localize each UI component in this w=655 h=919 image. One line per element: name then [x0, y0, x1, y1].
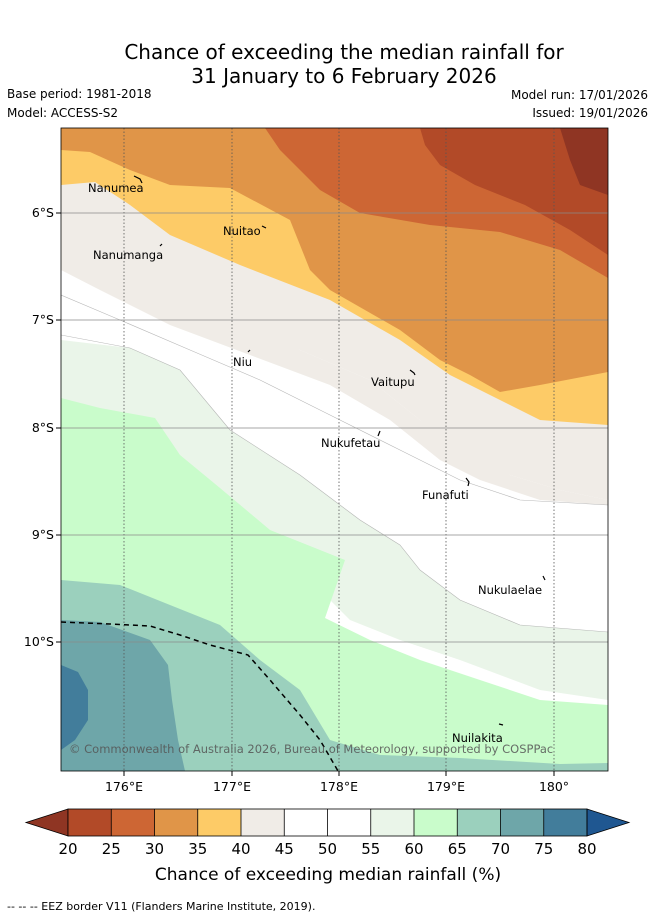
band-65-70	[61, 580, 608, 771]
colorbar-tick-label: 65	[448, 840, 467, 858]
place-nanumea: Nanumea	[88, 181, 144, 195]
lat-tick-label: 7°S	[32, 312, 54, 327]
lat-tick-label: 10°S	[24, 634, 54, 649]
lat-tick-label: 6°S	[32, 205, 54, 220]
lat-tick-label: 9°S	[32, 527, 54, 542]
colorbar-segment	[327, 809, 371, 836]
colorbar-extend-low	[24, 808, 69, 837]
lon-tick-label: 178°E	[320, 779, 358, 794]
band-20-25	[420, 128, 608, 255]
map-title-line-2: 31 January to 6 February 2026	[191, 64, 497, 88]
place-nuilakita: Nuilakita	[452, 731, 503, 745]
colorbar-tick-label: 80	[577, 840, 596, 858]
colorbar-tick-label: 55	[361, 840, 380, 858]
band-below-20	[560, 128, 608, 195]
eez-border	[61, 621, 339, 771]
place-niu: Niu	[233, 355, 252, 369]
contour-lines	[61, 294, 608, 633]
lat-tick-label: 8°S	[32, 420, 54, 435]
colorbar-segment	[414, 809, 458, 836]
place-funafuti: Funafuti	[422, 488, 469, 502]
colorbar-extend-high	[586, 808, 631, 837]
issued-date: Issued: 19/01/2026	[532, 106, 648, 120]
base-period: Base period: 1981-2018	[7, 87, 152, 101]
colorbar-segment	[241, 809, 285, 836]
colorbar-segment	[68, 809, 112, 836]
colorbar-segment	[370, 809, 414, 836]
band-35-40	[61, 150, 608, 450]
colorbar-segment	[111, 809, 155, 836]
lon-tick-label: 177°E	[213, 779, 251, 794]
colorbar-tick-label: 35	[188, 840, 207, 858]
colorbar-label: Chance of exceeding median rainfall (%)	[155, 865, 501, 885]
place-nanumanga: Nanumanga	[93, 248, 163, 262]
colorbar-tick-label: 25	[102, 840, 121, 858]
map-plot: Nanumea Nuitao Nanumanga Niu Vaitupu Nuk…	[61, 128, 608, 771]
colorbar-segment	[154, 809, 198, 836]
band-40-45-inner	[61, 240, 608, 505]
model-name: Model: ACCESS-S2	[7, 106, 119, 120]
eez-legend-note: -- -- -- EEZ border V11 (Flanders Marine…	[7, 900, 316, 913]
colorbar-tick-label: 20	[58, 840, 77, 858]
colorbar-frame	[67, 808, 588, 837]
colorbar-segment	[284, 809, 328, 836]
place-nukufetau: Nukufetau	[321, 436, 380, 450]
colorbar-tick-label: 40	[231, 840, 250, 858]
lon-tick-label: 176°E	[105, 779, 143, 794]
lon-tick-label: 179°E	[427, 779, 465, 794]
colorbar-segment	[457, 809, 501, 836]
colorbar-segment	[500, 809, 544, 836]
island-outlines	[133, 175, 546, 726]
axis-ticks: 176°E 177°E 178°E 179°E 180° 6°S 7°S 8°S…	[24, 205, 569, 794]
band-55-60	[61, 340, 608, 700]
graticule	[123, 128, 555, 771]
map-title: Chance of exceeding the median rainfall …	[0, 40, 655, 88]
place-nuitao: Nuitao	[223, 224, 261, 238]
lon-tick-label: 180°	[539, 779, 569, 794]
colorbar-tick-label: 60	[404, 840, 423, 858]
model-run-date: Model run: 17/01/2026	[510, 88, 648, 102]
map-frame	[60, 127, 609, 772]
colorbar-segment	[543, 809, 587, 836]
colorbar-segment	[197, 809, 241, 836]
colorbar-tick-label: 45	[275, 840, 294, 858]
colorbar-tick-label: 70	[491, 840, 510, 858]
map-title-line-1: Chance of exceeding the median rainfall …	[124, 40, 564, 64]
place-vaitupu: Vaitupu	[371, 375, 415, 389]
band-75-80	[61, 665, 88, 750]
band-70-75	[61, 620, 185, 771]
place-nukulaelae: Nukulaelae	[478, 583, 542, 597]
colorbar: 20 25 30 35 40 45 50 55 60 65 70 75 80	[24, 808, 631, 858]
latitude-lines	[61, 212, 608, 643]
copyright-notice: © Commonwealth of Australia 2026, Bureau…	[69, 742, 553, 756]
colorbar-tick-label: 30	[145, 840, 164, 858]
band-40-45-upper	[61, 182, 608, 500]
colorbar-tick-label: 75	[534, 840, 553, 858]
colorbar-tick-label: 50	[318, 840, 337, 858]
